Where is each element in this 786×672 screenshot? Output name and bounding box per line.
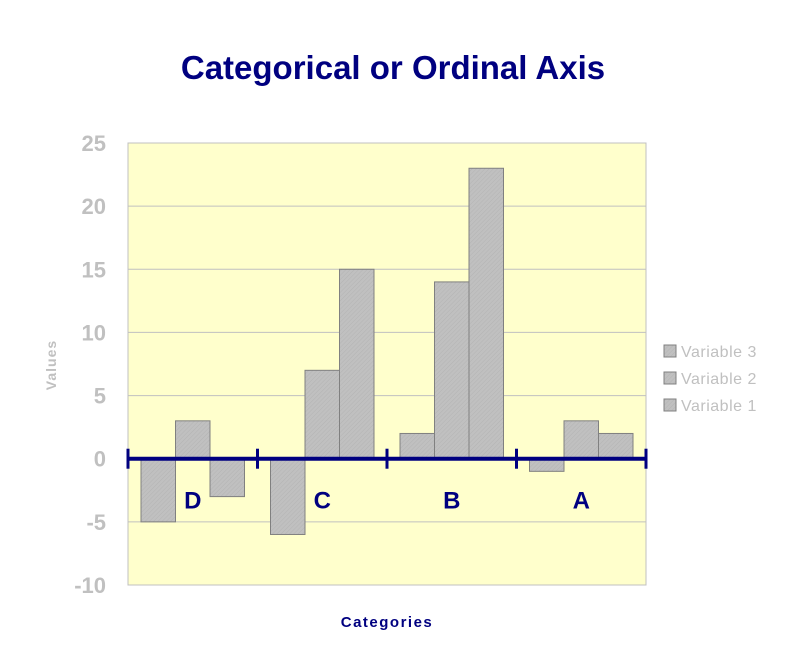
category-label-b: B xyxy=(443,488,460,515)
plot-area xyxy=(127,142,647,586)
legend-swatch xyxy=(663,398,677,412)
y-tick-label: 25 xyxy=(82,131,106,156)
bar-d-variable-3 xyxy=(209,458,245,498)
legend-label: Variable 1 xyxy=(681,398,757,415)
y-tick-label: 10 xyxy=(82,320,106,345)
category-axis xyxy=(126,448,648,469)
gridlines xyxy=(128,142,646,523)
bar-b-variable-2 xyxy=(434,281,470,460)
bar-b-variable-1 xyxy=(399,432,435,460)
category-label-c: C xyxy=(314,488,331,515)
y-tick-label: 0 xyxy=(94,447,106,472)
legend: Variable 3 Variable 2 Variable 1 xyxy=(663,344,757,415)
y-tick-labels: -10 -5 0 5 10 15 20 25 xyxy=(74,131,106,598)
bar-c-variable-3 xyxy=(339,268,375,460)
bar-d-variable-1 xyxy=(140,458,176,523)
x-axis-title: Categories xyxy=(341,614,434,631)
legend-label: Variable 2 xyxy=(681,371,757,388)
bar-b-variable-3 xyxy=(468,167,504,460)
y-tick-label: -5 xyxy=(86,510,106,535)
bar-a-variable-2 xyxy=(563,420,599,460)
y-axis-title: Values xyxy=(43,340,59,390)
bar-d-variable-2 xyxy=(175,420,211,460)
chart-title: Categorical or Ordinal Axis xyxy=(181,49,605,86)
y-tick-label: 20 xyxy=(82,194,106,219)
legend-swatch xyxy=(663,371,677,385)
y-tick-label: 5 xyxy=(94,384,106,409)
legend-label: Variable 3 xyxy=(681,344,757,361)
category-label-a: A xyxy=(573,488,590,515)
y-tick-label: 15 xyxy=(82,257,106,282)
bar-a-variable-3 xyxy=(598,432,634,460)
legend-swatch xyxy=(663,344,677,358)
bar-c-variable-1 xyxy=(270,458,306,535)
bar-c-variable-2 xyxy=(304,369,340,460)
y-tick-label: -10 xyxy=(74,573,106,598)
category-label-d: D xyxy=(184,488,201,515)
